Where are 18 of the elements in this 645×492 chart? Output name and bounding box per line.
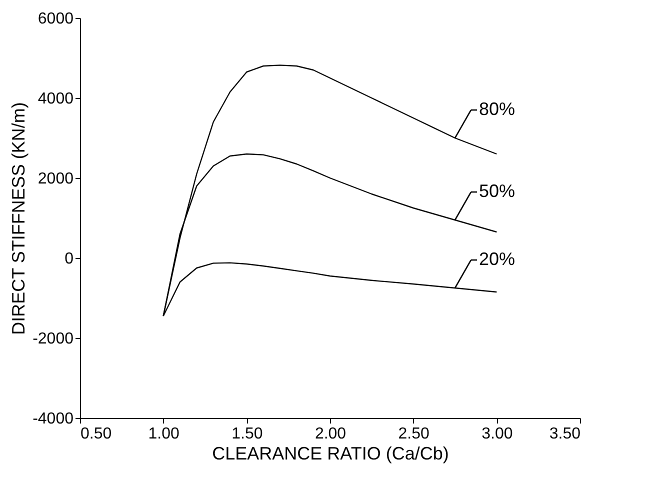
x-tick-label: 2.50	[398, 426, 430, 442]
x-axis-title: CLEARANCE RATIO (Ca/Cb)	[212, 444, 449, 464]
y-tick-label: -4000	[32, 410, 74, 428]
x-tick-label: 3.00	[482, 426, 513, 442]
y-tick-label: 0	[64, 250, 74, 268]
y-tick-label: -2000	[32, 330, 74, 348]
x-tick-label: 1.00	[148, 426, 180, 442]
legend-label: 50%	[479, 181, 516, 201]
x-tick-label: 0.50	[80, 426, 112, 442]
x-tick-label: 1.50	[232, 426, 263, 442]
y-tick-label: 4000	[38, 90, 74, 108]
y-tick-label: 2000	[38, 170, 74, 188]
x-tick-label: 2.00	[314, 426, 346, 442]
y-tick-label: 6000	[38, 10, 74, 28]
legend-label: 80%	[479, 99, 516, 119]
x-tick-label: 3.50	[549, 426, 581, 442]
y-axis-title: DIRECT STIFFNESS (KN/m)	[8, 102, 29, 335]
legend-label: 20%	[479, 249, 516, 269]
